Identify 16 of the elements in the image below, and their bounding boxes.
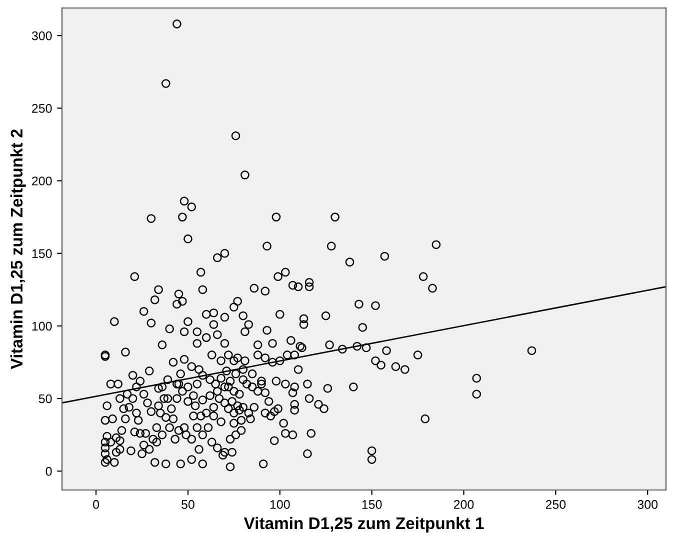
y-axis-title: Vitamin D1,25 zum Zeitpunkt 2 [10,129,26,370]
y-tick-label: 150 [32,249,52,258]
y-tick-label: 200 [32,176,52,186]
x-tick-label: 150 [362,500,382,509]
x-tick-label: 0 [93,500,100,509]
x-tick-label: 250 [546,500,566,509]
x-tick-label: 300 [638,500,658,509]
y-tick-label: 50 [38,394,52,404]
x-tick-label: 50 [181,500,194,509]
y-tick-label: 300 [32,31,52,40]
y-tick-label: 100 [32,322,52,331]
y-tick-label: 250 [32,104,52,113]
x-axis-title: Vitamin D1,25 zum Zeitpunkt 1 [244,516,484,532]
y-tick-label: 0 [46,466,52,476]
x-tick-label: 200 [454,500,474,509]
x-tick-label: 100 [270,500,290,509]
